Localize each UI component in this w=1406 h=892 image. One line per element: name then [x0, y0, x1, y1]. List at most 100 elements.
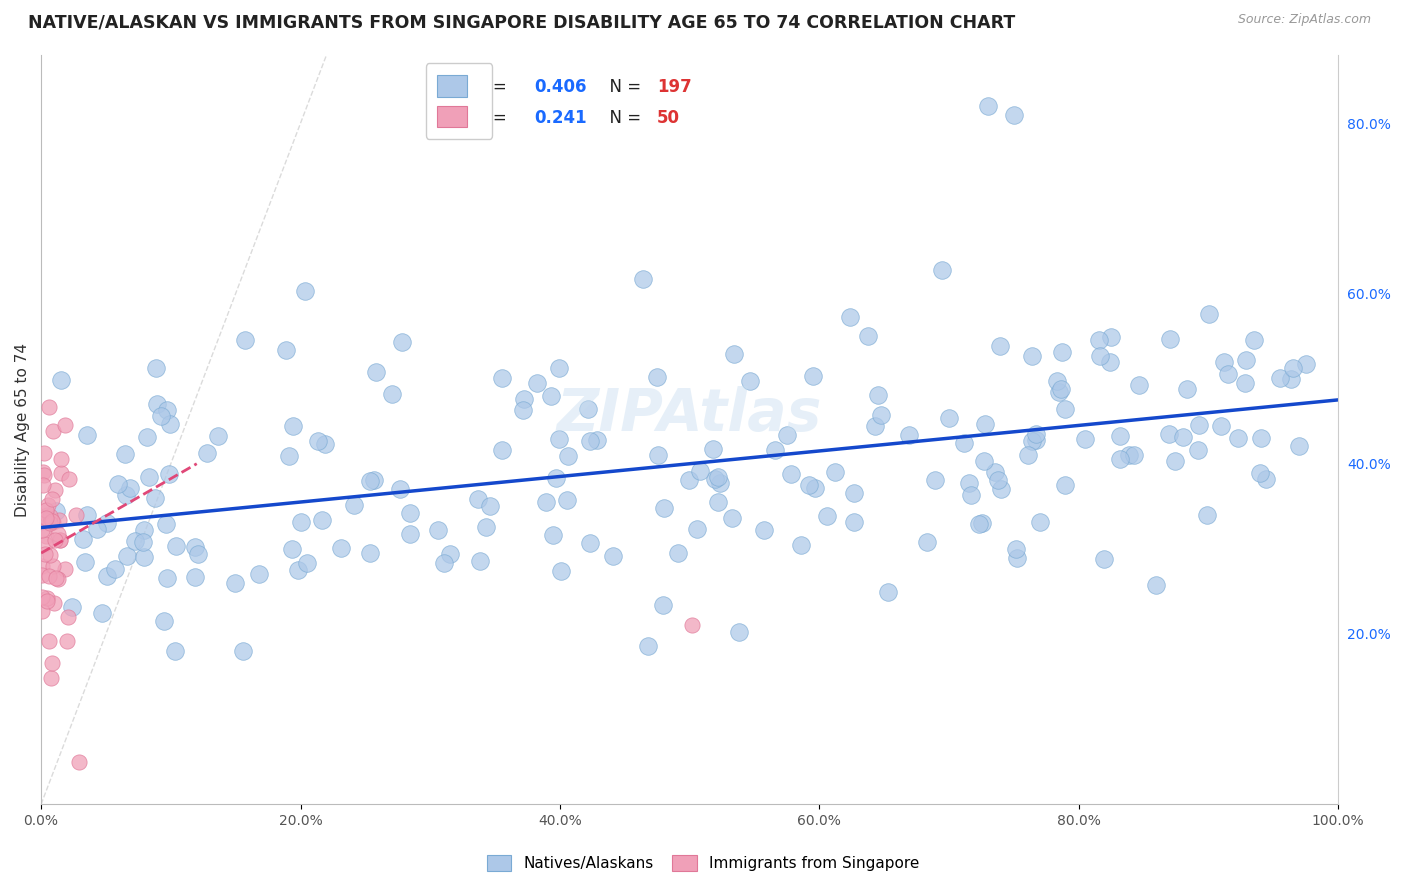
Point [681, 618, 703, 632]
Point [815, 509, 838, 524]
Point [856, 329, 879, 343]
Point [548, 433, 571, 447]
Point [763, 443, 786, 458]
Point [58, 471, 80, 485]
Point [637, 639, 659, 653]
Point [274, 343, 297, 357]
Point [790, 539, 813, 553]
Point [329, 541, 352, 555]
Point [1123, 448, 1146, 462]
Point [897, 428, 920, 442]
Point [534, 495, 557, 509]
Point [1005, 551, 1028, 566]
Point [1050, 382, 1073, 396]
Point [1092, 552, 1115, 566]
Point [990, 482, 1012, 496]
Point [1188, 418, 1211, 433]
Point [65, 508, 87, 522]
Point [32, 465, 55, 479]
Point [76, 428, 98, 442]
Point [115, 488, 138, 502]
Point [1195, 508, 1218, 522]
Text: N =: N = [599, 78, 647, 95]
Point [107, 477, 129, 491]
Text: R =: R = [475, 109, 512, 127]
Point [738, 374, 761, 388]
Point [146, 397, 169, 411]
Point [513, 392, 536, 406]
Point [915, 535, 938, 549]
Point [67, 755, 90, 769]
Point [973, 454, 995, 468]
Point [48, 533, 70, 548]
Point [439, 547, 461, 561]
Point [1017, 448, 1039, 462]
Point [41, 559, 63, 574]
Point [149, 409, 172, 424]
Point [1187, 442, 1209, 457]
Point [60, 600, 83, 615]
Point [839, 310, 862, 324]
Point [290, 516, 312, 530]
Point [287, 563, 309, 577]
Point [689, 464, 711, 478]
Point [124, 534, 146, 549]
Point [433, 557, 456, 571]
Point [136, 430, 159, 444]
Point [55, 634, 77, 648]
Point [31, 590, 53, 604]
Point [48, 513, 70, 527]
Point [877, 585, 900, 599]
Point [73, 555, 96, 569]
Point [39, 671, 62, 685]
Point [156, 572, 179, 586]
Point [960, 488, 983, 502]
Point [931, 263, 953, 277]
Point [468, 554, 491, 568]
Point [1099, 330, 1122, 344]
Point [51, 452, 73, 467]
Point [38, 548, 60, 562]
Point [49, 533, 72, 548]
Point [103, 562, 125, 576]
Point [38, 400, 60, 414]
Point [281, 418, 304, 433]
Point [1025, 434, 1047, 448]
Point [706, 495, 728, 509]
Point [231, 644, 253, 658]
Point [512, 403, 534, 417]
Point [35, 503, 58, 517]
Point [866, 387, 889, 401]
Point [389, 482, 412, 496]
Point [34, 537, 56, 551]
Point [156, 403, 179, 417]
Point [924, 473, 946, 487]
Point [702, 442, 724, 456]
Text: NATIVE/ALASKAN VS IMMIGRANTS FROM SINGAPORE DISABILITY AGE 65 TO 74 CORRELATION : NATIVE/ALASKAN VS IMMIGRANTS FROM SINGAP… [28, 13, 1015, 31]
Point [44, 483, 66, 497]
Point [686, 522, 709, 536]
Legend: Natives/Alaskans, Immigrants from Singapore: Natives/Alaskans, Immigrants from Singap… [481, 849, 925, 877]
Point [294, 284, 316, 298]
Point [602, 549, 624, 563]
Point [1118, 448, 1140, 462]
Point [972, 516, 994, 531]
Point [53, 562, 76, 576]
Point [1209, 419, 1232, 434]
Point [56, 610, 79, 624]
Point [977, 99, 1000, 113]
Point [1046, 374, 1069, 388]
Point [824, 465, 846, 479]
Point [1171, 430, 1194, 444]
Point [53, 418, 76, 433]
Point [707, 470, 730, 484]
Point [797, 478, 820, 492]
Point [870, 409, 893, 423]
Point [720, 510, 742, 524]
Point [41, 657, 63, 671]
Point [45, 504, 67, 518]
Point [585, 433, 607, 447]
Point [842, 515, 865, 529]
Point [38, 569, 60, 583]
Point [491, 443, 513, 458]
